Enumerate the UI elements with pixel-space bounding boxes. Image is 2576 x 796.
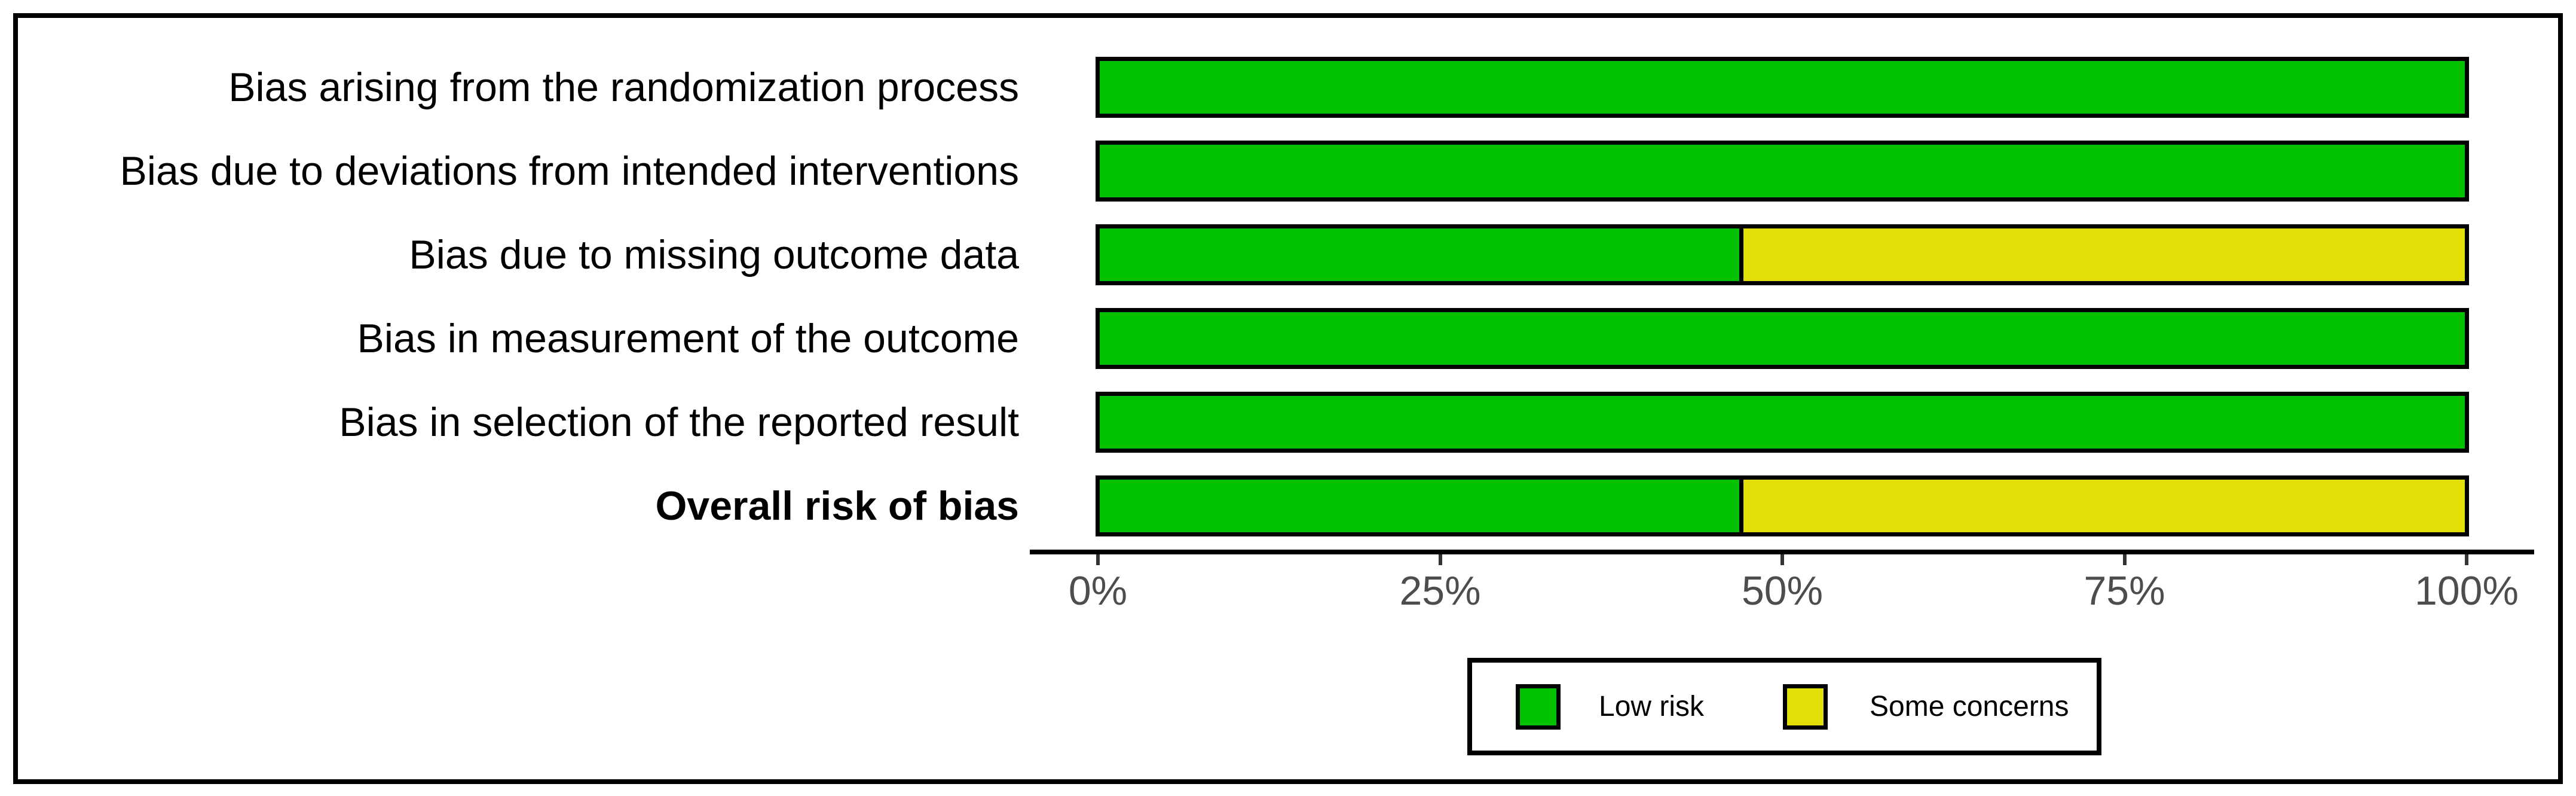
x-axis-tick-mark bbox=[2122, 554, 2127, 565]
category-label: Bias in measurement of the outcome bbox=[357, 316, 1019, 361]
bar-segment-low-risk bbox=[1100, 145, 2465, 197]
bar-segment-low-risk bbox=[1100, 480, 1740, 532]
bar-segment-low-risk bbox=[1100, 312, 2465, 365]
stacked-bar bbox=[1096, 308, 2469, 369]
legend-swatch-some-concerns bbox=[1783, 684, 1828, 730]
x-axis-tick-label: 50% bbox=[1741, 568, 1824, 614]
x-axis-line bbox=[1030, 550, 2534, 554]
bar-segment-low-risk bbox=[1100, 61, 2465, 114]
category-label: Overall risk of bias bbox=[655, 483, 1019, 529]
legend-label: Some concerns bbox=[1870, 691, 2069, 722]
bar-segment-low-risk bbox=[1100, 396, 2465, 449]
legend-swatch-low-risk bbox=[1516, 684, 1561, 730]
bar-segment-some-concerns bbox=[1739, 480, 2465, 532]
category-label: Bias in selection of the reported result bbox=[339, 399, 1019, 445]
figure-frame bbox=[13, 13, 2563, 784]
legend-label: Low risk bbox=[1599, 691, 1705, 722]
x-axis-tick-mark bbox=[1438, 554, 1442, 565]
stacked-bar bbox=[1096, 475, 2469, 536]
x-axis-tick-label: 75% bbox=[2084, 568, 2165, 614]
x-axis-tick-mark bbox=[2465, 554, 2468, 565]
bar-segment-low-risk bbox=[1100, 228, 1740, 281]
x-axis-tick-mark bbox=[1096, 554, 1100, 565]
x-axis-tick-label: 0% bbox=[1068, 568, 1128, 614]
bar-segment-some-concerns bbox=[1739, 228, 2465, 281]
category-label: Bias due to missing outcome data bbox=[409, 232, 1019, 277]
category-label: Bias due to deviations from intended int… bbox=[120, 148, 1019, 194]
stacked-bar bbox=[1096, 141, 2469, 202]
legend-box: Low risk Some concerns bbox=[1467, 658, 2101, 755]
category-label: Bias arising from the randomization proc… bbox=[228, 65, 1019, 110]
stacked-bar bbox=[1096, 392, 2469, 453]
x-axis-tick-label: 25% bbox=[1399, 568, 1481, 614]
stacked-bar bbox=[1096, 57, 2469, 118]
x-axis-tick-label: 100% bbox=[2415, 568, 2519, 614]
stacked-bar bbox=[1096, 224, 2469, 285]
x-axis-tick-mark bbox=[1780, 554, 1784, 565]
